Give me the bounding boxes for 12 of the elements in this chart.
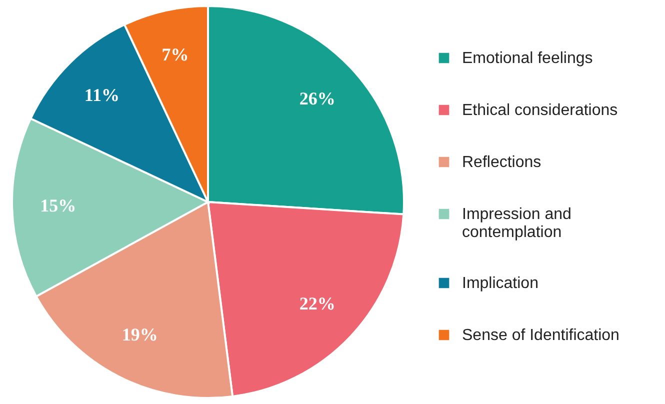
- data-label: 7%: [162, 44, 189, 65]
- data-label: 15%: [40, 196, 76, 216]
- legend-label: Impression and contemplation: [462, 206, 572, 241]
- data-label: 19%: [122, 324, 158, 345]
- legend-label: Emotional feelings: [462, 50, 593, 67]
- legend-label: Sense of Identification: [462, 327, 620, 344]
- data-label: 22%: [299, 294, 336, 314]
- legend-label: Ethical considerations: [462, 102, 618, 119]
- data-label: 11%: [84, 84, 120, 105]
- data-label: 26%: [299, 88, 336, 108]
- legend-label: Implication: [462, 275, 538, 292]
- legend-label: Reflections: [462, 154, 542, 171]
